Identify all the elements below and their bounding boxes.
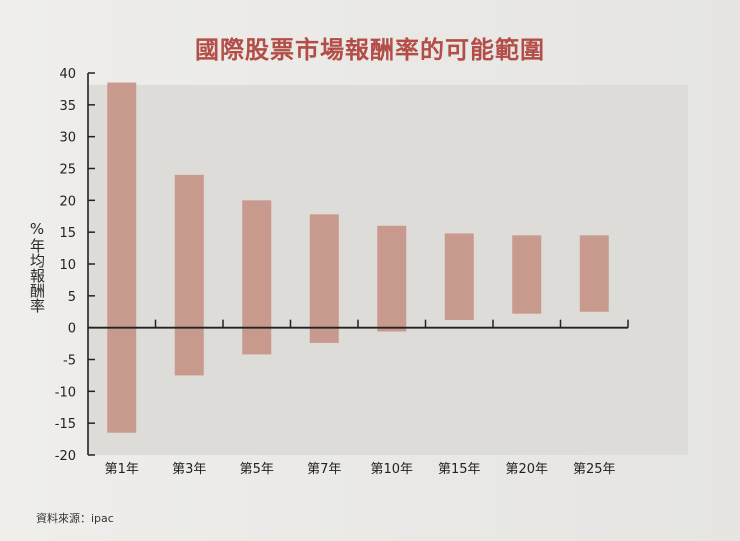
x-category-label: 第10年: [370, 462, 413, 477]
source-note: 資料來源：ipac: [36, 512, 114, 525]
x-category-label: 第5年: [240, 462, 274, 477]
y-tick-label: -5: [63, 354, 76, 369]
y-tick-label: 0: [68, 322, 76, 337]
y-tick-label: 40: [59, 67, 76, 82]
x-axis-labels: 第1年 第3年 第5年 第7年 第10年 第15年 第20年 第25年: [105, 462, 616, 477]
bar-6: [444, 233, 474, 321]
x-category-label: 第7年: [307, 462, 341, 477]
bars: [107, 82, 609, 433]
y-tick-label: 15: [59, 226, 76, 241]
bar-8: [579, 235, 609, 312]
bar-4: [309, 214, 339, 343]
x-category-label: 第3年: [172, 462, 206, 477]
x-category-label: 第1年: [105, 462, 139, 477]
axes: [87, 73, 629, 455]
bar-2: [174, 174, 204, 376]
x-category-label: 第15年: [438, 462, 481, 477]
y-tick-label: 5: [68, 290, 76, 305]
y-tick-label: 35: [59, 99, 76, 114]
bar-3: [242, 200, 272, 355]
y-tick-label: 30: [59, 131, 76, 146]
bar-1: [107, 82, 137, 433]
y-tick-label: 20: [59, 194, 76, 209]
y-tick-label: -15: [55, 417, 76, 432]
y-tick-label: -10: [55, 385, 76, 400]
chart-title: 國際股票市場報酬率的可能範圍: [195, 36, 545, 64]
x-category-label: 第25年: [573, 462, 616, 477]
y-tick-label: 25: [59, 163, 76, 178]
bar-5: [377, 225, 407, 332]
y-tick-label: -20: [55, 449, 76, 464]
y-axis-label: %年均報酬率: [28, 220, 46, 313]
bar-7: [512, 235, 542, 314]
y-axis-ticks: 40 35 30 25 20 15 10 5 0 -5 -10 -15 -20: [55, 67, 95, 464]
x-category-label: 第20年: [505, 462, 548, 477]
y-tick-label: 10: [59, 258, 76, 273]
